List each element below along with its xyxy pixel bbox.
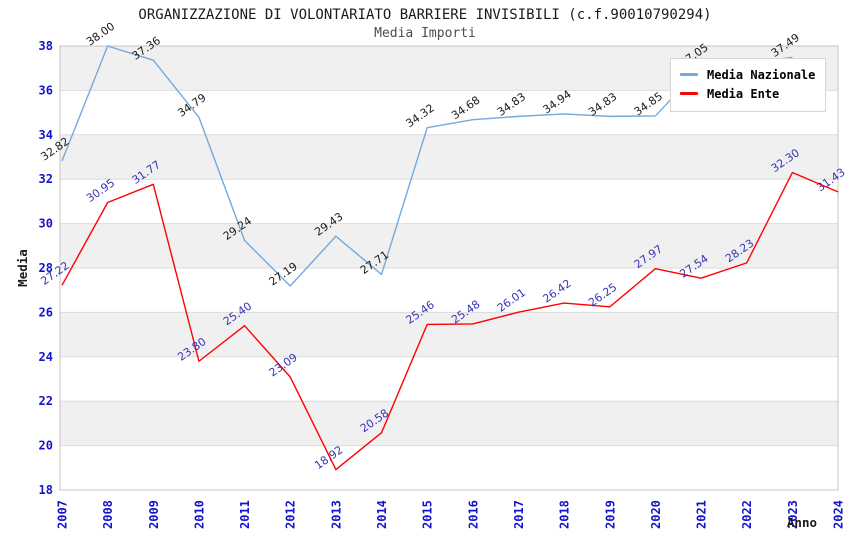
data-label: 34.79 (175, 91, 208, 120)
plot-band (60, 223, 838, 268)
y-axis-title: Media (15, 249, 30, 287)
chart-title: ORGANIZZAZIONE DI VOLONTARIATO BARRIERE … (138, 7, 712, 23)
x-tick-label: 2010 (192, 500, 206, 529)
y-tick-label: 26 (39, 305, 53, 319)
y-tick-label: 38 (39, 39, 53, 53)
x-tick-label: 2017 (512, 500, 526, 529)
plot-band (60, 134, 838, 180)
media-nazionale-line-swatch-icon (680, 73, 698, 76)
y-tick-label: 20 (39, 439, 53, 453)
data-label: 26.01 (495, 286, 528, 315)
legend-label: Media Ente (707, 86, 780, 101)
x-tick-label: 2008 (101, 500, 115, 529)
data-label: 34.32 (404, 101, 437, 130)
x-tick-label: 2021 (695, 500, 709, 529)
legend-label: Media Nazionale (707, 67, 816, 82)
x-tick-label: 2009 (147, 500, 161, 529)
series-line-media-ente (61, 171, 839, 471)
x-tick-label: 2011 (238, 500, 252, 529)
data-label: 34.83 (586, 90, 619, 119)
media-ente-line-swatch-icon (680, 92, 698, 95)
x-tick-label: 2020 (649, 500, 663, 529)
x-tick-label: 2023 (786, 500, 800, 529)
x-tick-label: 2019 (603, 500, 617, 529)
legend-item-media-ente: Media Ente (680, 84, 815, 103)
y-tick-label: 28 (39, 261, 53, 275)
plot-band (60, 401, 838, 446)
x-tick-label: 2007 (56, 500, 70, 529)
x-tick-label: 2013 (329, 500, 343, 529)
data-label: 34.83 (495, 90, 528, 119)
data-label: 26.42 (540, 277, 573, 306)
data-label: 34.85 (632, 90, 665, 119)
y-tick-label: 34 (39, 128, 53, 142)
data-label: 26.25 (586, 281, 619, 310)
y-tick-label: 32 (39, 172, 53, 186)
legend: Media Nazionale Media Ente (670, 58, 827, 112)
x-tick-label: 2015 (421, 500, 435, 529)
x-tick-label: 2024 (832, 500, 846, 529)
y-tick-label: 18 (39, 483, 53, 497)
y-tick-label: 36 (39, 83, 53, 97)
x-tick-label: 2014 (375, 500, 389, 529)
x-tick-label: 2012 (284, 500, 298, 529)
data-label: 38.00 (84, 20, 117, 49)
x-tick-label: 2022 (740, 500, 754, 529)
plot-band (60, 312, 838, 357)
data-label: 34.68 (449, 93, 482, 122)
data-label: 34.94 (540, 88, 573, 117)
y-tick-label: 30 (39, 217, 53, 231)
plot-border (59, 45, 839, 491)
chart-subtitle: Media Importi (374, 26, 476, 41)
x-tick-label: 2018 (558, 500, 572, 529)
y-tick-label: 24 (39, 350, 53, 364)
data-label: 18.92 (312, 443, 345, 472)
legend-item-media-nazionale: Media Nazionale (680, 65, 815, 84)
x-axis-title: Anno (787, 515, 817, 530)
y-tick-label: 22 (39, 394, 53, 408)
x-tick-label: 2016 (466, 500, 480, 529)
